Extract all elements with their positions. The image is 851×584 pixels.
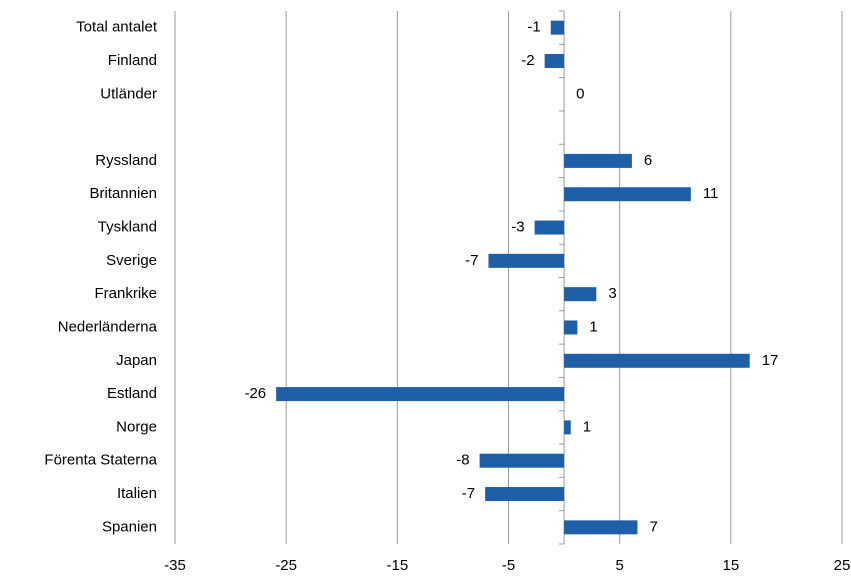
value-label: 11	[703, 185, 719, 202]
bar	[564, 187, 691, 202]
bar	[564, 520, 638, 535]
bar	[564, 153, 632, 168]
x-tick-label: 15	[722, 557, 739, 574]
value-label: 7	[649, 518, 657, 535]
bar	[564, 353, 750, 368]
y-tick-label: Estland	[107, 385, 157, 402]
y-tick-label: Ryssland	[95, 152, 157, 169]
value-label: -26	[244, 385, 266, 402]
x-tick-label: 5	[615, 557, 623, 574]
y-tick-label: Japan	[116, 352, 157, 369]
bar	[534, 220, 565, 235]
bar	[544, 53, 565, 68]
y-tick-label: Nederländerna	[58, 318, 158, 335]
x-tick-label: -35	[164, 557, 186, 574]
value-label: -7	[465, 252, 478, 269]
y-tick-label: Spanien	[102, 518, 157, 535]
bar	[550, 20, 565, 35]
bar	[276, 387, 565, 402]
x-tick-label: -5	[502, 557, 515, 574]
value-label: -2	[521, 52, 534, 69]
bar	[485, 487, 565, 502]
y-tick-label: Tyskland	[98, 219, 157, 236]
y-tick-label: Finland	[108, 52, 157, 69]
bar	[488, 253, 565, 268]
y-tick-label: Utländer	[100, 85, 157, 102]
bar	[564, 320, 578, 335]
value-label: -7	[462, 485, 475, 502]
x-tick-label: -25	[275, 557, 297, 574]
y-tick-label: Italien	[117, 485, 157, 502]
value-label: 17	[762, 352, 779, 369]
bar	[479, 453, 565, 468]
x-tick-label: 25	[834, 557, 851, 574]
value-label: 6	[644, 152, 652, 169]
x-tick-label: -15	[386, 557, 408, 574]
value-label: 1	[589, 318, 597, 335]
value-label: 0	[576, 85, 584, 102]
y-tick-label: Britannien	[89, 185, 157, 202]
value-label: -8	[456, 452, 469, 469]
value-label: 3	[608, 285, 616, 302]
value-label: -3	[511, 219, 524, 236]
bar	[564, 420, 571, 435]
y-tick-label: Frankrike	[94, 285, 157, 302]
y-tick-label: Total antalet	[76, 19, 158, 36]
y-tick-label: Norge	[116, 418, 157, 435]
value-label: -1	[527, 19, 540, 36]
y-tick-label: Förenta Staterna	[44, 452, 157, 469]
value-label: 1	[583, 418, 591, 435]
y-tick-label: Sverige	[106, 252, 157, 269]
bar	[564, 287, 597, 302]
